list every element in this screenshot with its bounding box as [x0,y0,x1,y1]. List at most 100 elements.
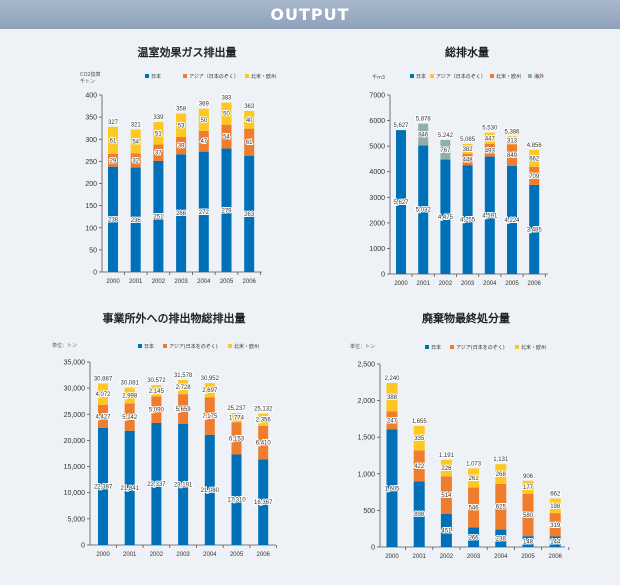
bar-segment [98,427,108,545]
data-label: 50 [223,112,230,118]
bar-segment [440,476,452,514]
legend-label: 北米・欧州 [251,73,276,80]
data-label: 662 [529,156,540,162]
data-label: 422 [414,464,425,470]
total-label: 30,952 [201,376,220,382]
y-axis-unit: 千トン [80,78,95,85]
data-label: 388 [387,395,398,401]
bar-segment [413,425,425,451]
chart-title: 総排水量 [445,45,489,59]
x-tick-label: 2002 [150,552,164,558]
bar-segment [396,130,406,274]
data-label: 313 [507,138,518,144]
bar-segment [529,166,540,185]
data-label: 709 [529,174,540,180]
x-tick-label: 2006 [257,552,271,558]
x-tick-label: 2004 [203,552,217,558]
bar-segment [198,108,209,131]
total-label: 358 [176,107,187,113]
y-tick-label: 25,000 [64,412,86,419]
legend-swatch [425,345,429,349]
legend-label: アジア(日本をのぞく) [169,343,218,350]
x-tick-label: 2001 [413,554,427,560]
x-tick-label: 2000 [106,279,120,285]
data-label: 39 [178,144,185,150]
data-label: 198 [550,504,561,510]
y-tick-label: 20,000 [64,438,86,445]
bar-segment [176,113,187,138]
data-label: 4,224 [504,218,520,224]
bar-segment [258,459,269,545]
bar-segment [151,422,162,545]
data-label: 144 [550,540,561,546]
data-label: 2,998 [122,394,138,400]
y-axis-unit: 千m3 [372,74,385,81]
bar-segment [529,184,540,274]
data-label: 272 [199,210,210,216]
bar-segment [522,493,534,537]
legend-label: 日本 [416,73,426,80]
y-tick-label: 5,000 [67,516,85,523]
y-tick-label: 300 [85,137,97,144]
bar-segment [124,387,135,404]
legend-label: 日本 [431,344,441,351]
bar-segment [507,144,517,166]
data-label: 2,728 [176,385,192,391]
y-tick-label: 35,000 [64,360,86,367]
data-label: 53 [178,123,185,129]
data-label: 625 [496,505,507,511]
data-label: 493 [485,148,496,154]
bar-segment [124,403,135,431]
bar-segment [440,159,451,274]
legend-label: 北米・欧州 [521,344,546,351]
x-tick-label: 2003 [174,279,188,285]
x-tick-label: 2005 [521,554,535,560]
bar-segment [522,536,534,547]
total-label: 5,386 [504,129,520,135]
bar-segment [98,404,108,428]
bar-segment [484,132,495,144]
bar-segment [108,166,118,272]
bar-segment [529,149,540,167]
y-tick-label: 0 [371,545,375,552]
x-tick-label: 2006 [528,281,542,287]
data-label: 5,090 [149,408,165,414]
bar-segment [176,137,187,155]
y-tick-label: 15,000 [64,464,86,471]
bar-segment [204,383,215,398]
y-tick-label: 30,000 [64,386,86,393]
bar-segment [151,385,162,397]
legend-label: アジア(日本をのぞく) [456,344,505,351]
bar-segment [386,429,398,547]
y-tick-label: 10,000 [64,490,86,497]
bar-segment [198,130,209,152]
data-label: 4,591 [482,213,498,219]
y-tick-label: 500 [363,508,375,515]
bar-segment [258,413,269,426]
y-tick-label: 400 [85,93,97,100]
data-label: 226 [441,466,452,472]
x-tick-label: 2005 [505,281,519,287]
y-axis-unit: 単位：トン [52,342,77,349]
legend-swatch [490,74,494,78]
data-label: 4,427 [95,414,111,420]
legend-label: 海外 [534,73,544,80]
data-label: 17,310 [227,498,246,504]
data-label: 23,191 [174,482,193,488]
bar-segment [178,379,189,395]
bar-segment [418,145,429,274]
data-label: 279 [221,208,232,214]
data-label: 6,153 [229,436,245,442]
bar-segment [244,128,255,156]
data-label: 23,337 [147,482,166,488]
bar-segment [495,483,507,530]
bar-segment [549,536,561,547]
x-tick-label: 2002 [440,554,454,560]
data-label: 54 [223,135,230,141]
x-tick-label: 2002 [439,281,453,287]
data-label: 5,242 [122,415,138,421]
y-tick-label: 6000 [369,118,385,125]
legend-swatch [163,344,167,348]
data-label: 236 [131,218,142,224]
x-tick-label: 2006 [243,279,257,285]
